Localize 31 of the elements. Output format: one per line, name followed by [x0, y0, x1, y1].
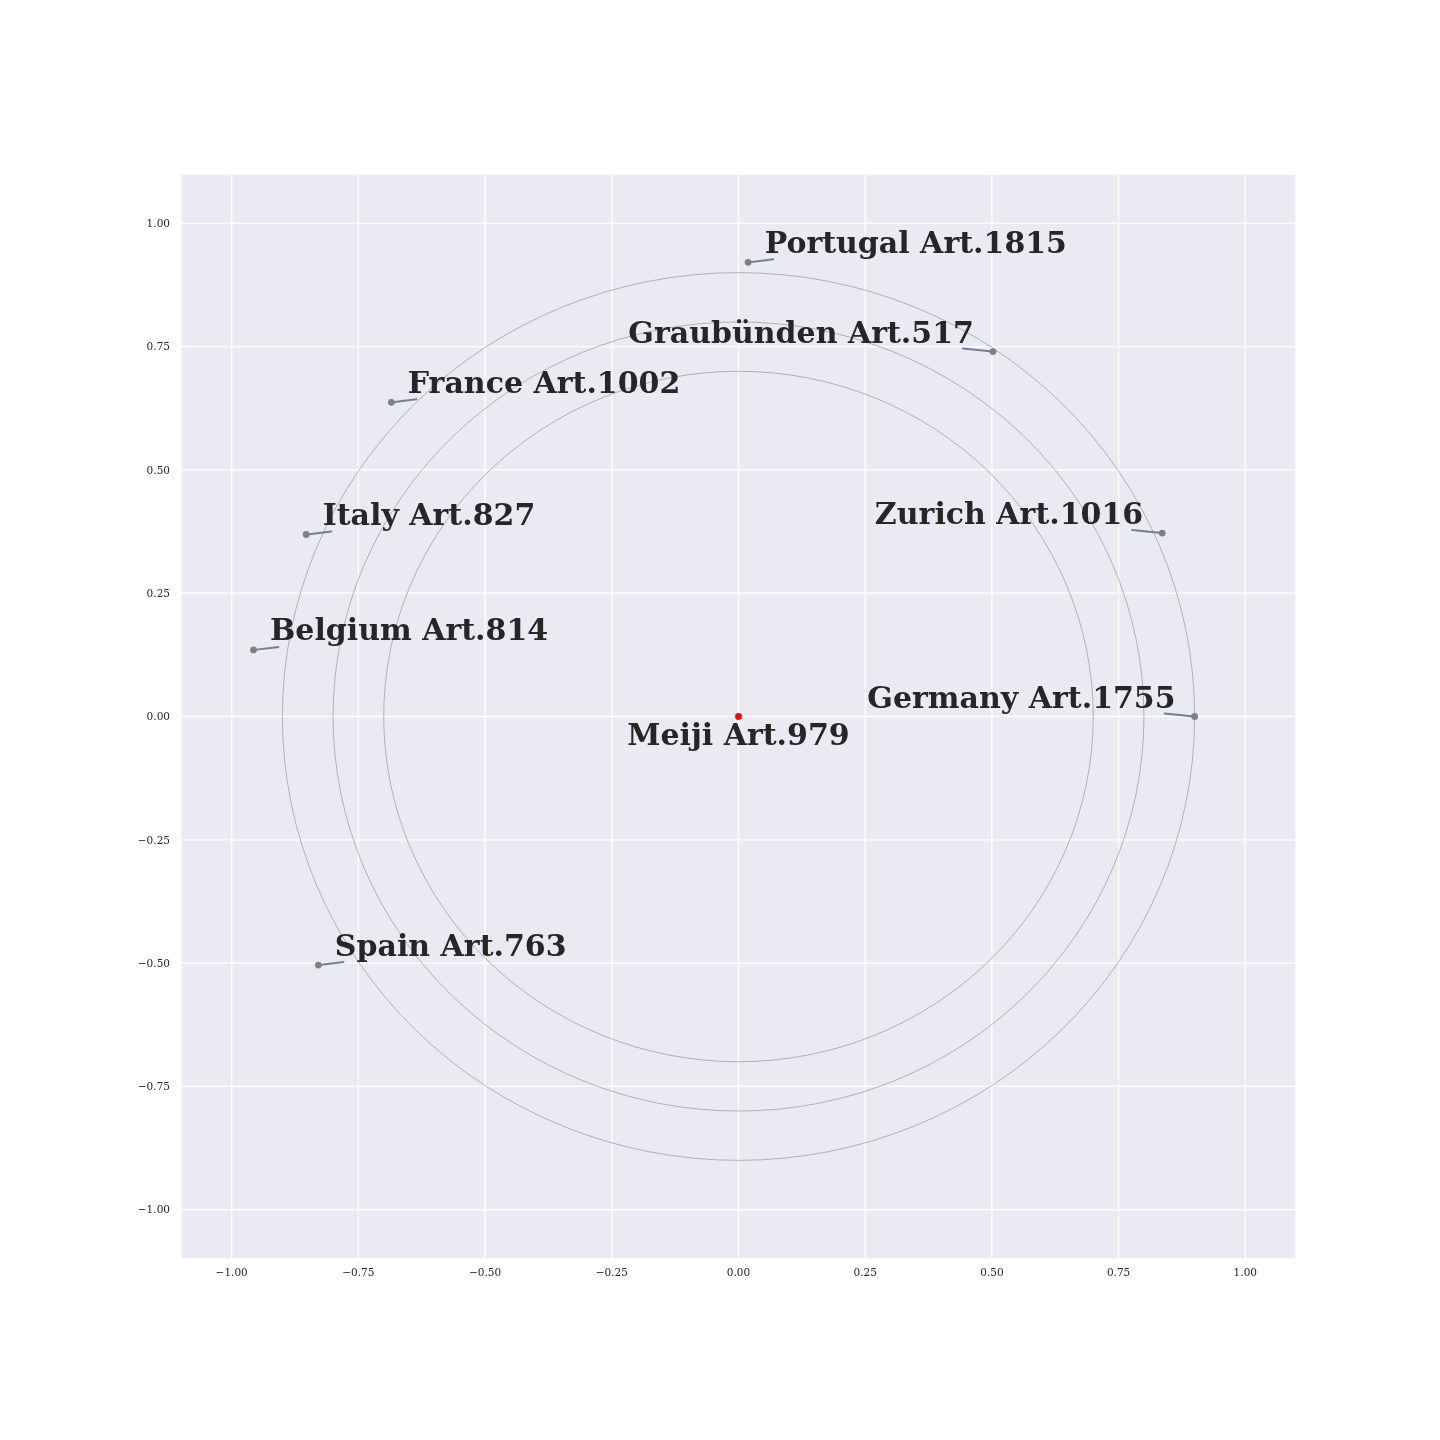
data-label: Spain Art.763: [334, 927, 567, 963]
x-tick-label: 0.75: [1106, 1266, 1131, 1279]
y-tick-label: −0.50: [137, 956, 170, 969]
y-tick-label: 0.00: [146, 710, 170, 723]
data-label: Portugal Art.1815: [764, 224, 1067, 260]
y-tick-label: 0.75: [146, 340, 170, 353]
x-tick-label: −0.75: [342, 1266, 375, 1279]
data-label: Zurich Art.1016: [874, 496, 1144, 532]
data-label: Germany Art.1755: [867, 679, 1176, 715]
y-tick-label: −0.25: [137, 833, 170, 846]
data-label: Graubünden Art.517: [628, 314, 974, 350]
y-tick-label: 0.50: [146, 463, 170, 476]
x-tick-label: 1.00: [1233, 1266, 1258, 1279]
x-tick-label: −0.25: [595, 1266, 628, 1279]
data-label: Italy Art.827: [322, 497, 536, 533]
x-tick-label: 0.00: [726, 1266, 751, 1279]
point: [250, 646, 257, 654]
x-tick-label: −0.50: [469, 1266, 502, 1279]
data-label: Belgium Art.814: [269, 612, 549, 648]
y-tick-label: 0.25: [146, 586, 170, 599]
x-tick-label: 0.50: [980, 1266, 1004, 1279]
point: [1158, 529, 1166, 537]
y-tick-label: 1.00: [146, 217, 170, 230]
y-tick-label: −0.75: [137, 1080, 170, 1093]
point: [314, 961, 322, 969]
y-tick-label: −1.00: [137, 1203, 170, 1216]
data-label: Meiji Art.979: [627, 716, 850, 752]
data-label: France Art.1002: [407, 364, 681, 400]
x-tick-label: −1.00: [215, 1266, 248, 1279]
x-tick-label: 0.25: [853, 1266, 877, 1279]
point: [1191, 713, 1199, 720]
